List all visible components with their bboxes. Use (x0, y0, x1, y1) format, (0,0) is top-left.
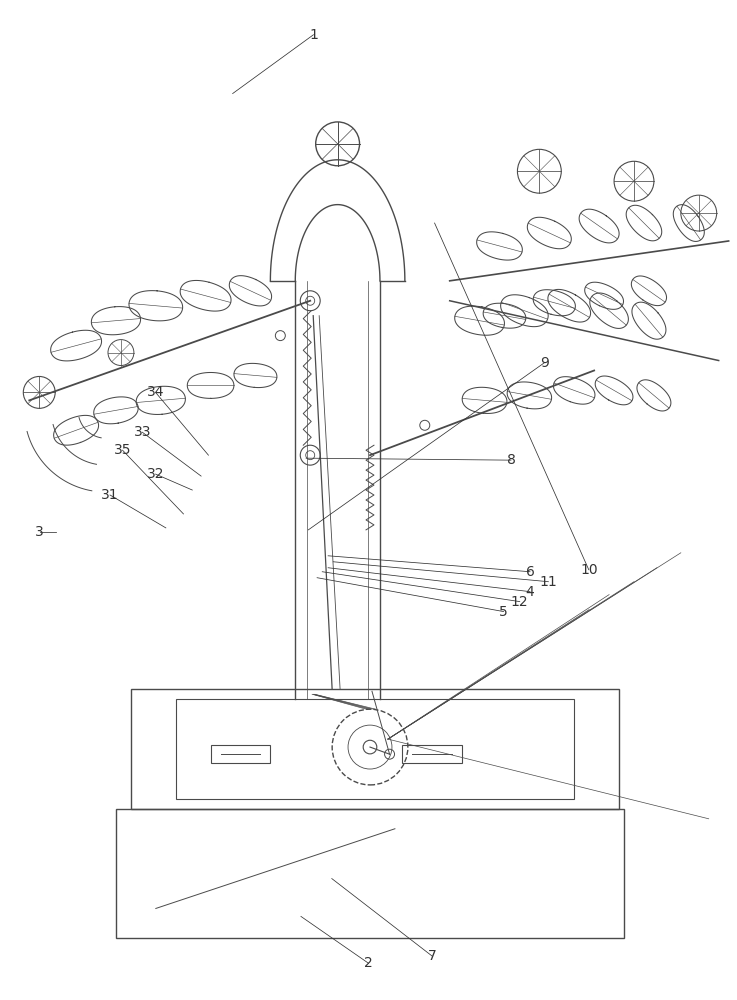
Text: 3: 3 (35, 525, 44, 539)
Text: 1: 1 (309, 28, 318, 42)
Text: 35: 35 (113, 443, 131, 457)
Text: 34: 34 (147, 385, 164, 399)
Text: 6: 6 (525, 565, 534, 579)
Bar (131, 689, 619, 809)
Text: 8: 8 (506, 453, 515, 467)
Text: 11: 11 (539, 575, 557, 589)
Text: 9: 9 (540, 356, 549, 370)
Text: 10: 10 (580, 563, 598, 577)
Text: 7: 7 (428, 949, 437, 963)
Text: 12: 12 (511, 595, 528, 609)
Bar (402, 745, 461, 763)
Bar (211, 745, 270, 763)
Text: 4: 4 (525, 585, 534, 599)
Bar (175, 699, 574, 799)
Text: 2: 2 (364, 956, 373, 970)
Text: 31: 31 (101, 488, 119, 502)
Text: 5: 5 (499, 605, 508, 619)
Text: 32: 32 (147, 467, 164, 481)
Text: 33: 33 (133, 425, 151, 439)
Bar (116, 809, 624, 938)
